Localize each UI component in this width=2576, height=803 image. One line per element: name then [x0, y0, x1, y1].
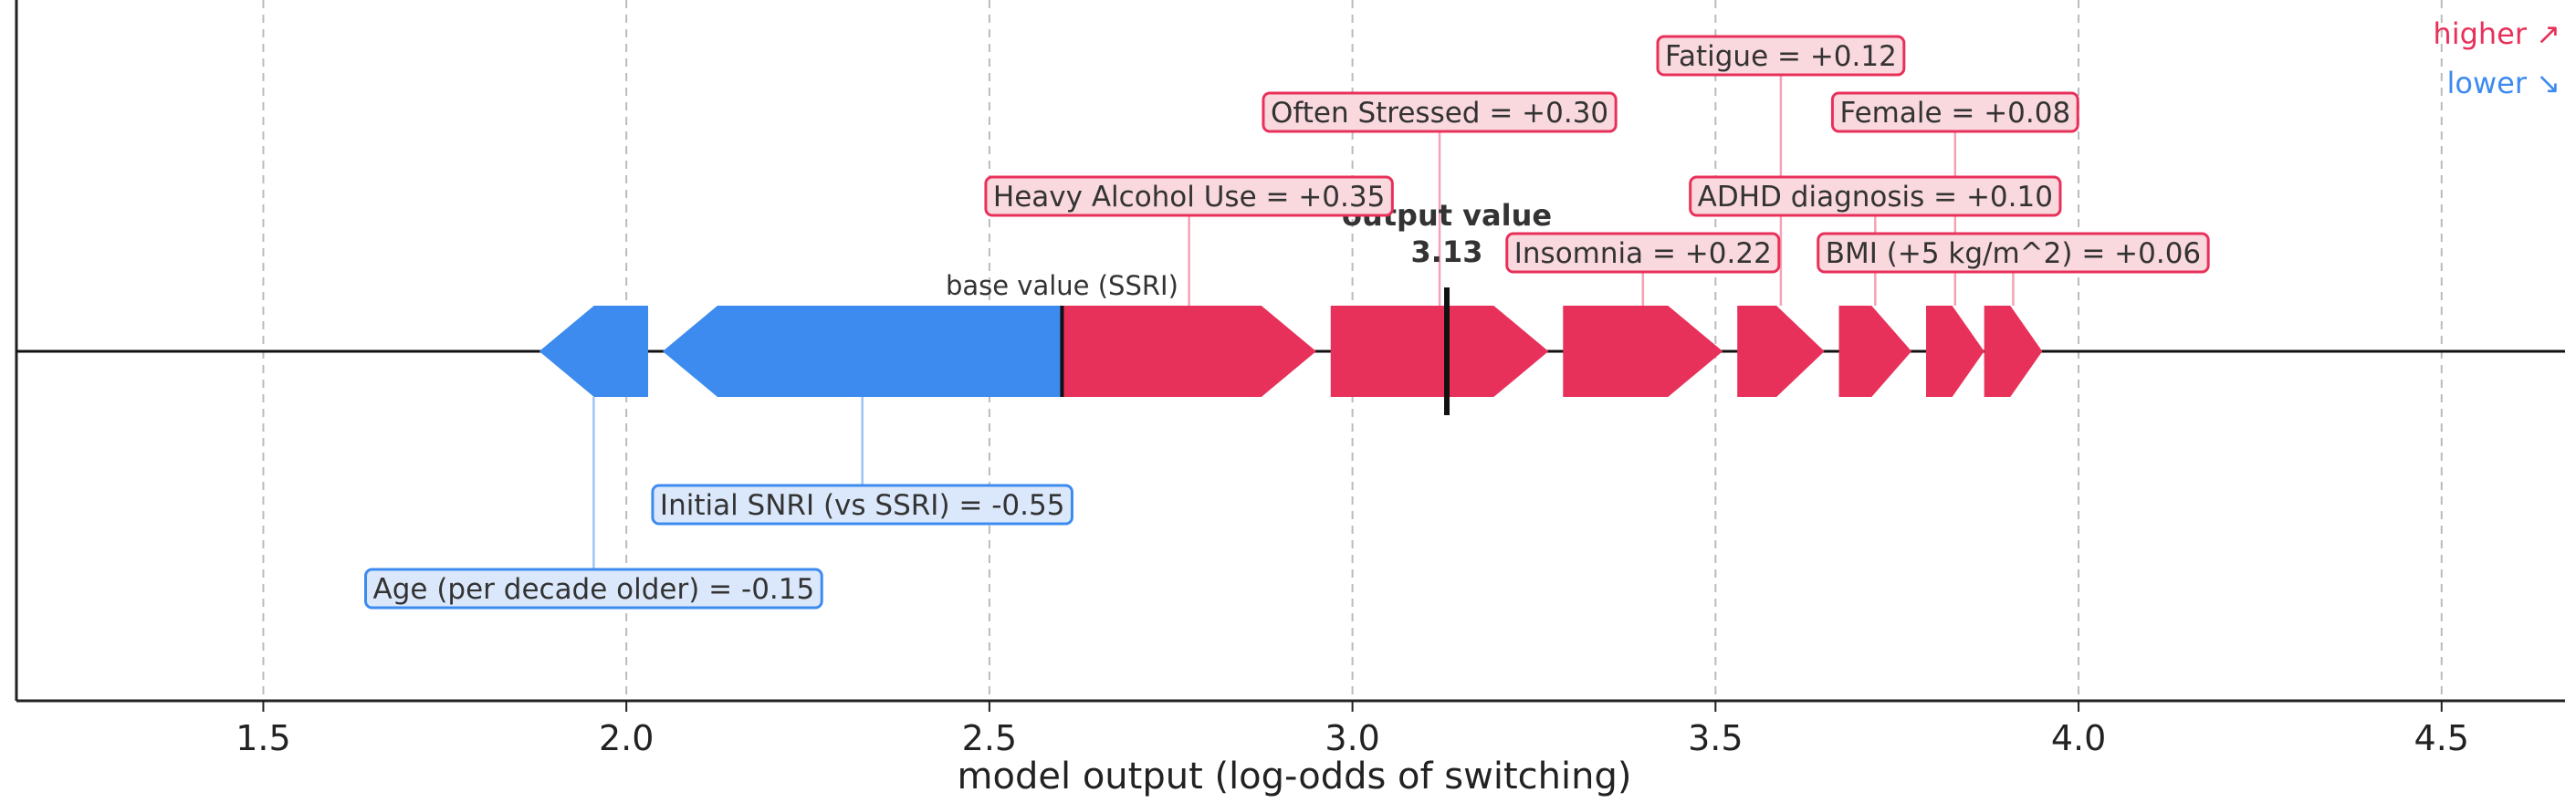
- force-arrow-bmi-5-kg-m-2: [1984, 306, 2043, 397]
- feature-label-bmi-5-kg-m-2: BMI (+5 kg/m^2) = +0.06: [1826, 237, 2201, 270]
- x-tick-label: 3.5: [1688, 718, 1743, 758]
- label-box-fatigue: [1656, 35, 1906, 77]
- x-tick-label: 3.0: [1325, 718, 1379, 758]
- force-arrow-often-stressed: [1330, 306, 1549, 397]
- x-tick-label: 2.0: [599, 718, 654, 758]
- label-box-initial-snri-vs-ssri: [651, 484, 1073, 526]
- feature-label-adhd-diagnosis: ADHD diagnosis = +0.10: [1698, 181, 2053, 214]
- label-box-bmi-5-kg-m-2: [1817, 232, 2210, 274]
- x-axis-label: model output (log-odds of switching): [958, 756, 1632, 798]
- base-value-label: base value (SSRI): [946, 270, 1178, 301]
- force-arrow-adhd-diagnosis: [1838, 306, 1912, 397]
- force-arrow-insomnia: [1563, 306, 1723, 397]
- force-arrow-initial-snri-vs-ssri: [662, 306, 1063, 397]
- legend-layer: higher ↗ lower ↘: [2433, 16, 2560, 100]
- feature-label-female: Female = +0.08: [1839, 97, 2070, 130]
- output-value-number: 3.13: [1411, 235, 1483, 269]
- label-box-age-per-decade-older: [364, 568, 823, 610]
- x-tick-label: 2.5: [962, 718, 1017, 758]
- legend-higher: higher ↗: [2433, 16, 2560, 51]
- force-arrow-age-per-decade-older: [539, 306, 649, 397]
- axis-layer: 1.5 2.0 2.5 3.0 3.5 4.0 4.5: [15, 0, 2565, 758]
- bar-layer: [539, 306, 2043, 397]
- label-box-adhd-diagnosis: [1689, 175, 2062, 217]
- label-box-female: [1830, 91, 2079, 133]
- label-layer: Heavy Alcohol Use = +0.35 Often Stressed …: [364, 35, 2210, 610]
- label-box-heavy-alcohol-use: [984, 175, 1394, 217]
- feature-label-fatigue: Fatigue = +0.12: [1665, 40, 1897, 73]
- feature-label-age-per-decade-older: Age (per decade older) = -0.15: [373, 573, 815, 606]
- leader-layer: [592, 75, 2015, 569]
- feature-label-heavy-alcohol-use: Heavy Alcohol Use = +0.35: [993, 181, 1385, 214]
- label-box-insomnia: [1505, 232, 1781, 274]
- x-tick-label: 1.5: [236, 718, 290, 758]
- feature-label-insomnia: Insomnia = +0.22: [1514, 237, 1772, 270]
- feature-label-initial-snri-vs-ssri: Initial SNRI (vs SSRI) = -0.55: [660, 489, 1065, 522]
- x-tick-label: 4.0: [2051, 718, 2106, 758]
- label-box-often-stressed: [1262, 91, 1618, 133]
- legend-lower: lower ↘: [2447, 66, 2560, 100]
- force-arrow-fatigue: [1737, 306, 1825, 397]
- x-tick-label: 4.5: [2414, 718, 2469, 758]
- force-arrow-heavy-alcohol-use: [1062, 306, 1316, 397]
- force-arrow-female: [1926, 306, 1984, 397]
- feature-label-often-stressed: Often Stressed = +0.30: [1271, 97, 1608, 130]
